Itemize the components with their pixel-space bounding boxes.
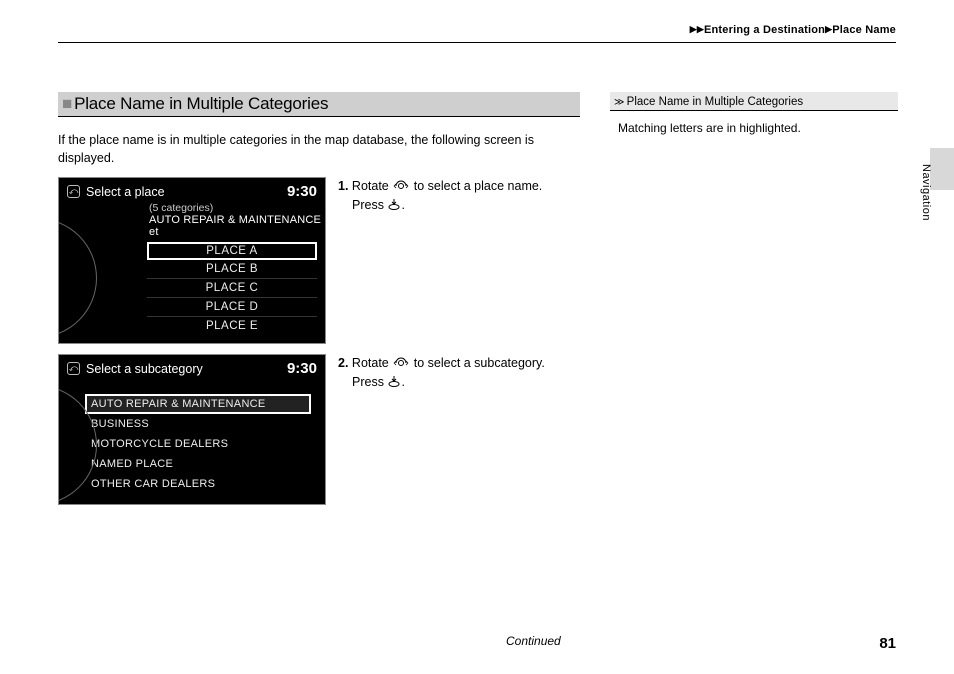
screen2-time: 9:30	[287, 360, 317, 377]
step-text: Press	[352, 375, 384, 389]
device-screenshot-1: ⤺ Select a place 9:30 (5 categories) AUT…	[58, 177, 326, 344]
triangle-icon: ▶▶	[690, 24, 704, 35]
press-button-icon	[387, 374, 401, 388]
sidebar-text: Matching letters are in highlighted.	[610, 111, 898, 135]
step-number: 2.	[338, 356, 348, 370]
square-bullet-icon: ■	[62, 94, 72, 113]
thumb-tab	[930, 148, 954, 190]
step-number: 1.	[338, 179, 348, 193]
screen2-title: Select a subcategory	[86, 362, 287, 376]
list-item: OTHER CAR DEALERS	[85, 474, 311, 494]
list-item: MOTORCYCLE DEALERS	[85, 434, 311, 454]
step-text: Rotate	[352, 356, 389, 370]
list-item: BUSINESS	[85, 414, 311, 434]
back-icon: ⤺	[67, 185, 80, 198]
step-1: 1. Rotate to select a place name. Press …	[338, 177, 580, 344]
list-item: PLACE A	[147, 242, 317, 260]
rotate-dial-icon	[392, 179, 410, 192]
intro-paragraph: If the place name is in multiple categor…	[58, 131, 580, 167]
section-title: Place Name in Multiple Categories	[74, 94, 328, 113]
list-item: PLACE D	[147, 298, 317, 317]
screen1-time: 9:30	[287, 183, 317, 200]
press-button-icon	[387, 197, 401, 211]
rotate-dial-icon	[392, 356, 410, 369]
list-item: AUTO REPAIR & MAINTENANCE	[85, 394, 311, 414]
step-text: Press	[352, 198, 384, 212]
step-text: to select a subcategory.	[414, 356, 545, 370]
breadcrumb: ▶▶Entering a Destination▶Place Name	[690, 24, 896, 36]
list-item: PLACE E	[147, 317, 317, 335]
step-text: Rotate	[352, 179, 389, 193]
screen1-subtitle1: (5 categories)	[59, 202, 325, 214]
list-item: PLACE B	[147, 260, 317, 279]
sidebar-title: Place Name in Multiple Categories	[627, 96, 803, 108]
page-number: 81	[879, 635, 896, 652]
chevron-icon: ≫	[614, 97, 621, 108]
step-text: to select a place name.	[414, 179, 543, 193]
screen1-subtitle2: AUTO REPAIR & MAINTENANCE et	[59, 214, 325, 238]
screen1-list: PLACE APLACE BPLACE CPLACE DPLACE E	[147, 242, 317, 335]
sidebar-heading: ≫ Place Name in Multiple Categories	[610, 92, 898, 111]
breadcrumb-l1: Entering a Destination	[704, 24, 825, 36]
continued-label: Continued	[506, 634, 561, 648]
list-item: NAMED PLACE	[85, 454, 311, 474]
screen1-title: Select a place	[86, 185, 287, 199]
section-label: Navigation	[920, 164, 932, 221]
breadcrumb-l2: Place Name	[832, 24, 896, 36]
step-2: 2. Rotate to select a subcategory. Press…	[338, 354, 580, 505]
device-screenshot-2: ⤺ Select a subcategory 9:30 AUTO REPAIR …	[58, 354, 326, 505]
header-rule	[58, 42, 896, 43]
screen2-list: AUTO REPAIR & MAINTENANCEBUSINESSMOTORCY…	[85, 394, 311, 494]
list-item: PLACE C	[147, 279, 317, 298]
section-heading: ■Place Name in Multiple Categories	[58, 92, 580, 117]
back-icon: ⤺	[67, 362, 80, 375]
